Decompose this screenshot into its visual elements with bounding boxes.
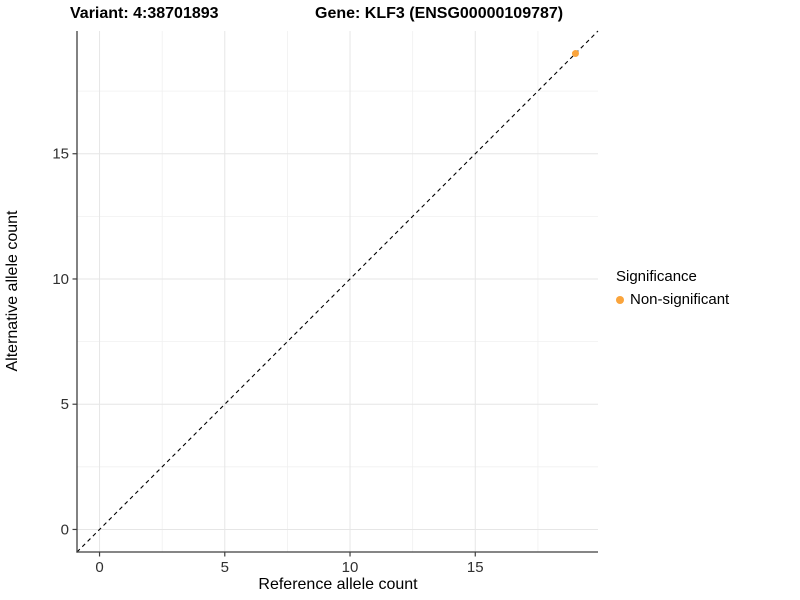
- y-tick-label: 15: [52, 146, 69, 163]
- y-axis-label: Alternative allele count: [4, 210, 21, 372]
- legend-point-icon: [616, 295, 624, 304]
- title-gene: Gene: KLF3 (ENSG00000109787): [315, 5, 564, 22]
- legend: Significance Non-significant: [616, 268, 729, 308]
- x-axis-label: Reference allele count: [258, 576, 418, 593]
- y-tick-label: 5: [61, 396, 69, 413]
- legend-entry: Non-significant: [616, 291, 729, 308]
- data-point: [571, 50, 579, 58]
- identity-dashed-line: [76, 30, 599, 553]
- y-tick-label: 10: [52, 271, 69, 288]
- legend-entry-label: Non-significant: [630, 291, 730, 308]
- x-tick-label: 10: [342, 559, 359, 576]
- y-tick-label: 0: [61, 521, 69, 538]
- x-tick-label: 15: [467, 559, 484, 576]
- legend-title: Significance: [616, 268, 697, 285]
- x-tick-label: 0: [95, 559, 103, 576]
- title-variant: Variant: 4:38701893: [70, 5, 219, 22]
- x-tick-label: 5: [221, 559, 229, 576]
- plot-title: Variant: 4:38701893 Gene: KLF3 (ENSG0000…: [0, 5, 800, 27]
